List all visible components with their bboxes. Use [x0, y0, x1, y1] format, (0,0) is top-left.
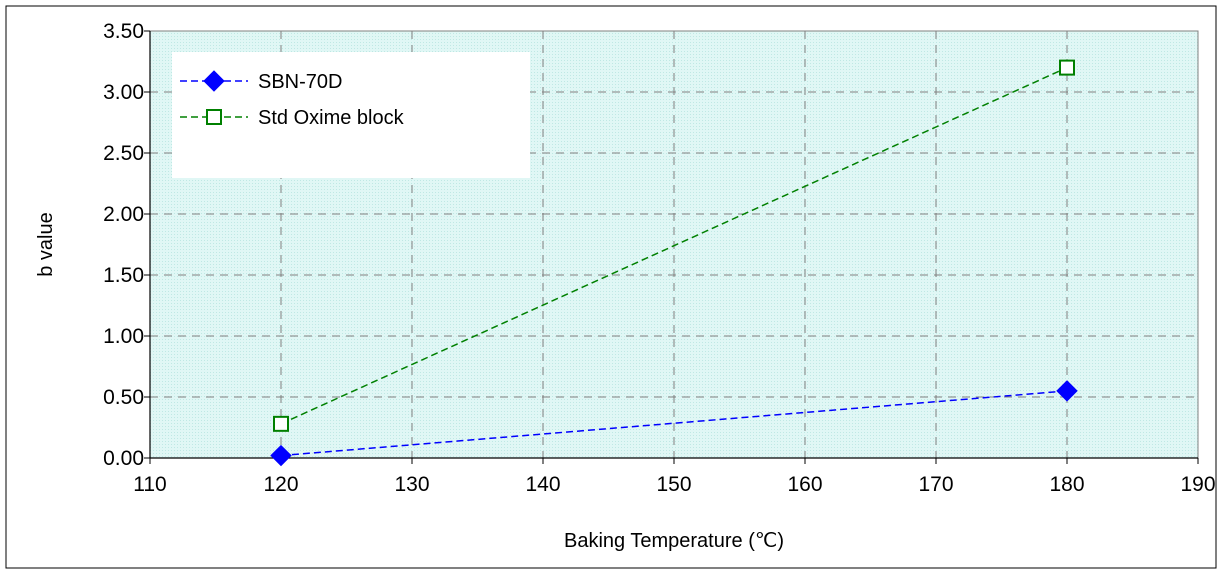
- y-tick-label: 3.50: [103, 20, 144, 43]
- y-tick-label: 1.50: [103, 264, 144, 287]
- legend-item: Std Oxime block: [180, 107, 405, 129]
- legend-box: [172, 52, 530, 178]
- data-point: [1059, 59, 1075, 76]
- series-1: [273, 59, 1075, 432]
- x-tick-label: 150: [656, 473, 691, 496]
- data-point: [270, 444, 292, 467]
- legend: SBN-70D Std Oxime block: [172, 52, 530, 178]
- legend-marker: [206, 109, 222, 125]
- axes: 0.00 0.50 1.00 1.50 2.00 2.50 3.00 3.50 110 120 13…: [103, 20, 1215, 496]
- data-point: [273, 415, 289, 432]
- y-axis-label: b value: [35, 212, 57, 277]
- legend-item: SBN-70D: [180, 70, 342, 93]
- x-tick-label: 180: [1049, 473, 1084, 496]
- legend-label: SBN-70D: [258, 71, 342, 93]
- series: [270, 59, 1078, 467]
- x-tick-label: 190: [1180, 473, 1215, 496]
- x-tick-label: 160: [787, 473, 822, 496]
- series-line: [280, 66, 1068, 425]
- x-tick-label: 140: [525, 473, 560, 496]
- x-tick-label: 130: [394, 473, 429, 496]
- x-tick-label: 120: [263, 473, 298, 496]
- y-tick-label: 1.00: [103, 325, 144, 348]
- y-tick-label: 2.00: [103, 203, 144, 226]
- y-tick-label: 0.00: [103, 447, 144, 470]
- legend-label: Std Oxime block: [258, 107, 405, 129]
- x-tick-label: 110: [133, 473, 166, 496]
- series-0: [270, 380, 1078, 467]
- y-tick-label: 0.50: [103, 386, 144, 409]
- data-point: [1056, 380, 1078, 402]
- y-tick-label: 3.00: [103, 81, 144, 104]
- legend-marker: [203, 70, 225, 92]
- y-tick-label: 2.50: [103, 142, 144, 165]
- x-tick-label: 170: [918, 473, 953, 496]
- x-axis-label: Baking Temperature (℃): [564, 530, 784, 552]
